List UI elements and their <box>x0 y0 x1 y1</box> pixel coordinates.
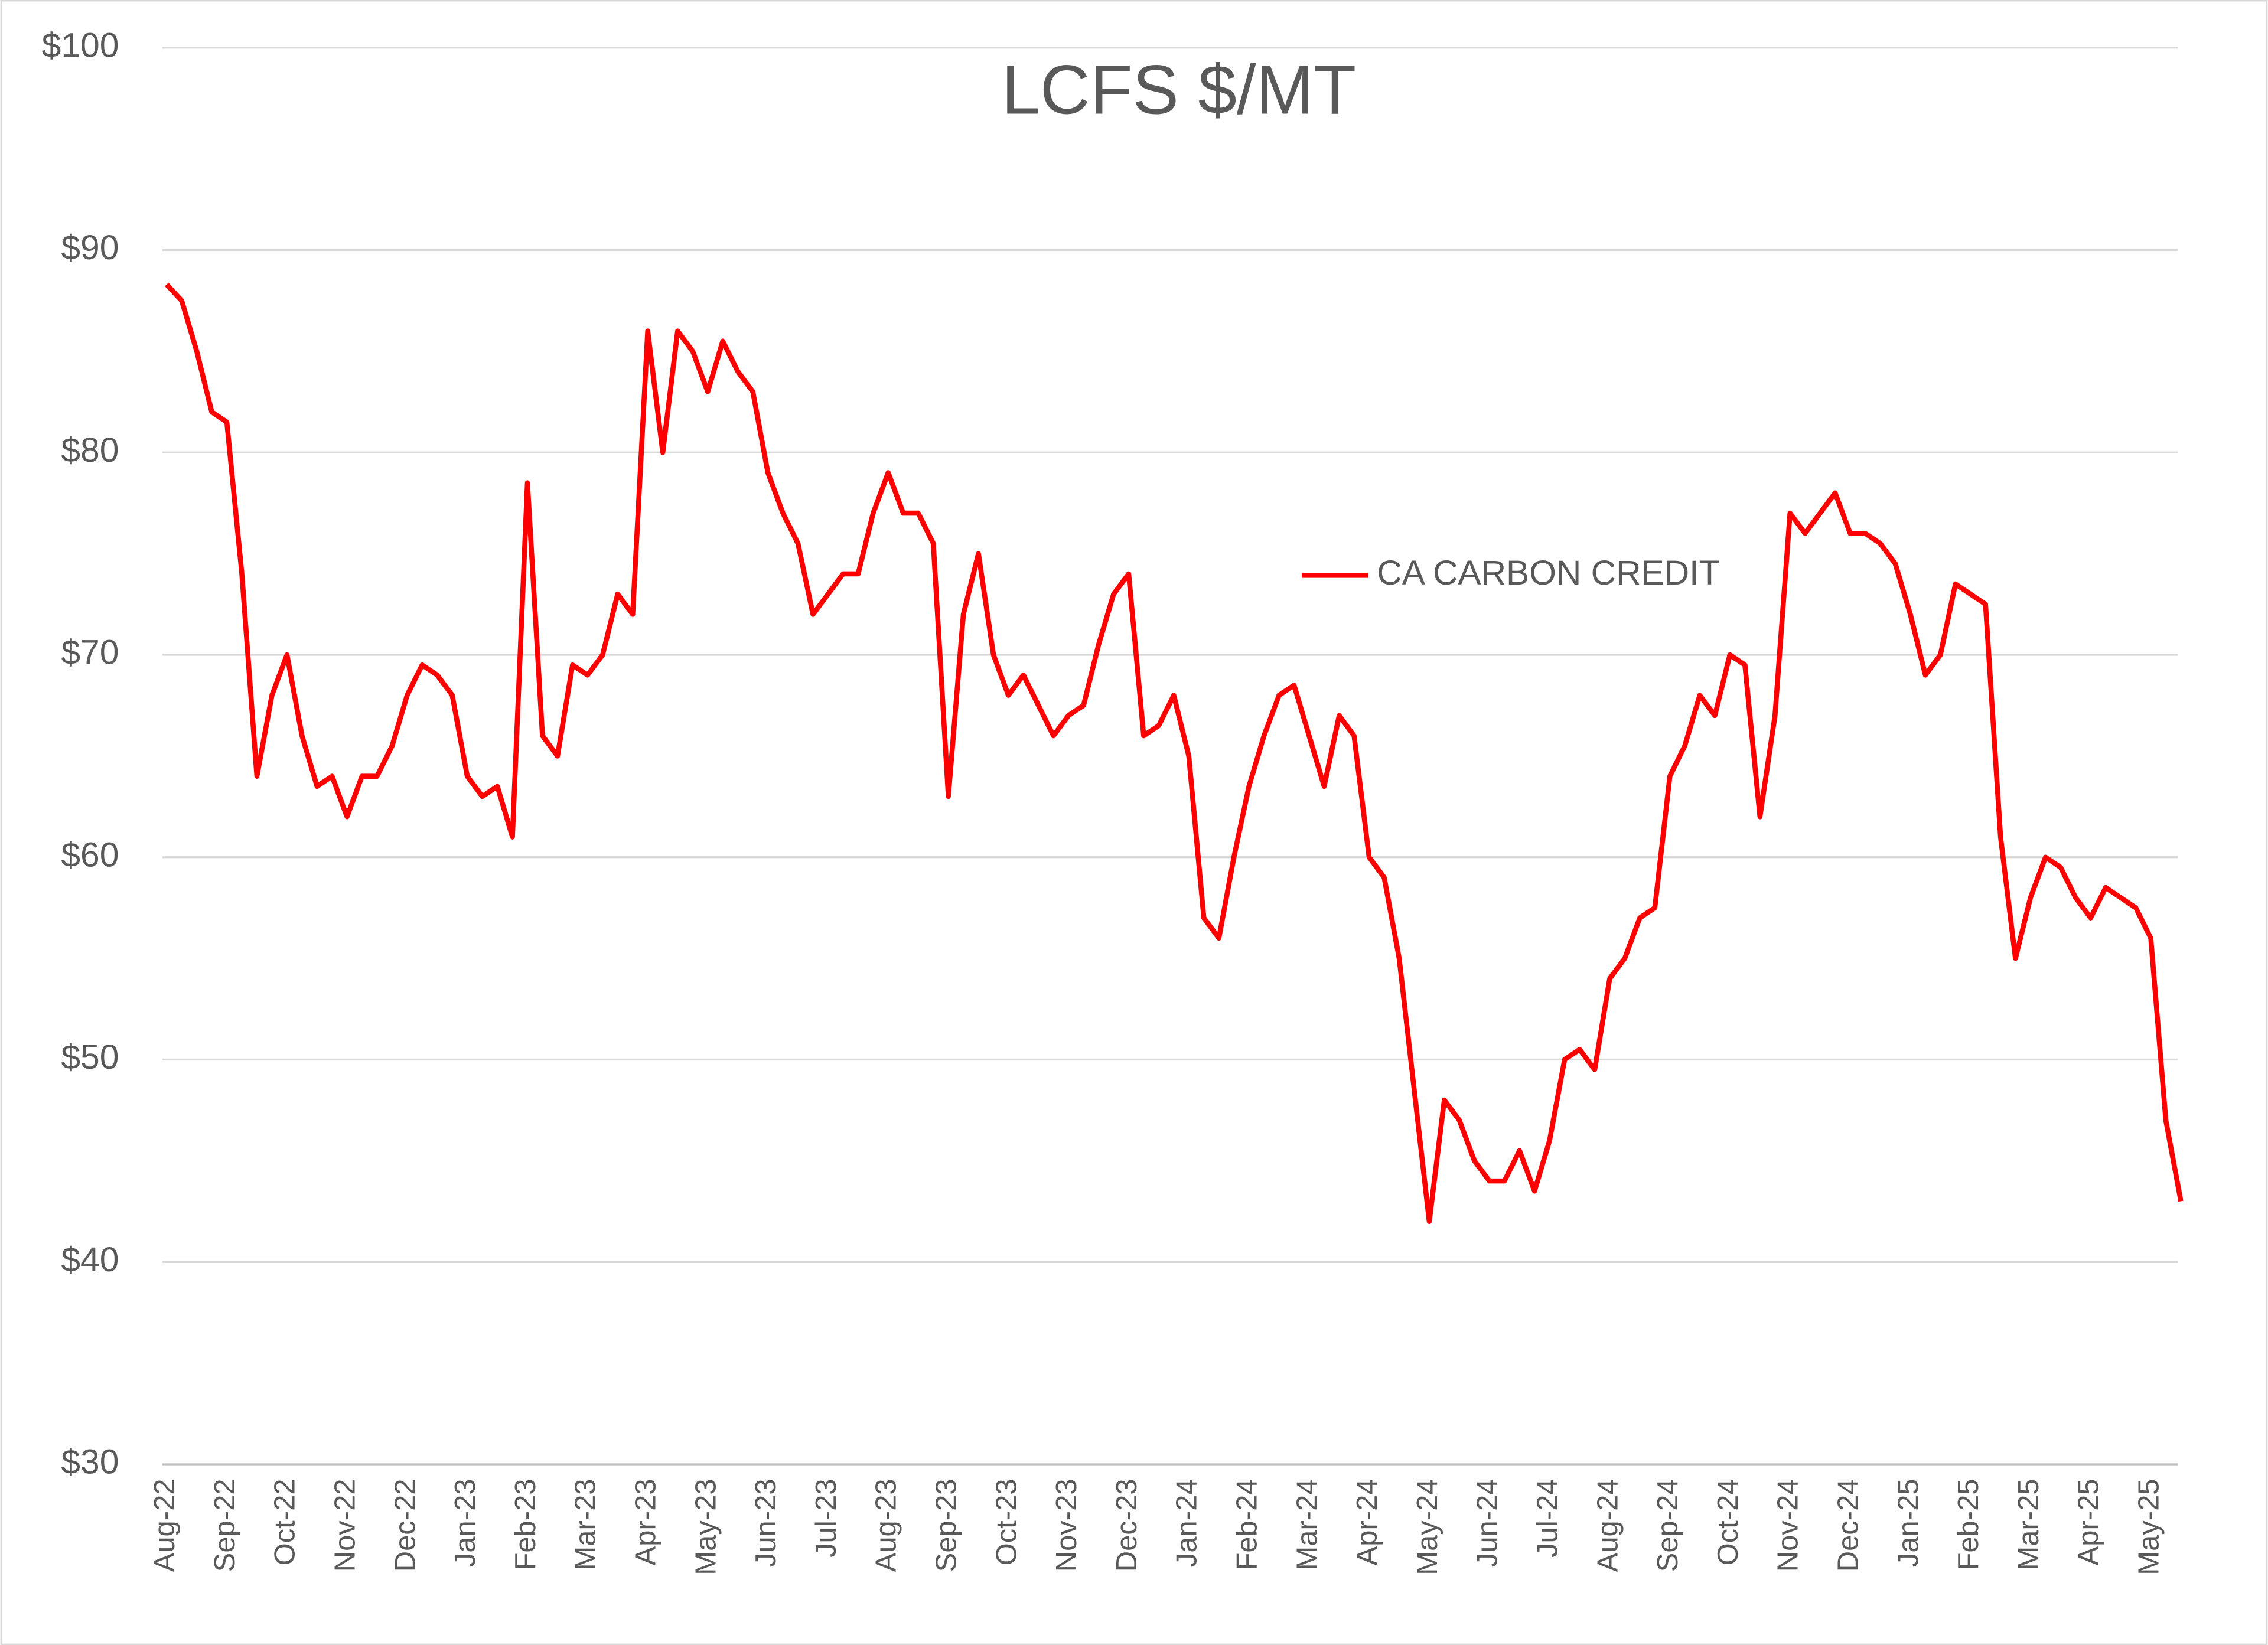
y-tick-label: $80 <box>61 431 119 469</box>
x-tick-label: Apr-23 <box>630 1478 662 1565</box>
x-tick-label: Nov-23 <box>1051 1478 1083 1572</box>
x-tick-label: May-25 <box>2133 1478 2165 1575</box>
x-tick-label: Feb-24 <box>1231 1478 1263 1570</box>
x-tick-label: Dec-22 <box>389 1478 421 1572</box>
x-tick-label: Jul-23 <box>810 1478 842 1557</box>
legend-label: CA CARBON CREDIT <box>1377 554 1720 592</box>
series-line <box>165 282 2184 1224</box>
x-tick-label: Oct-24 <box>1712 1478 1744 1565</box>
x-tick-label: Nov-24 <box>1772 1478 1804 1572</box>
x-tick-label: Feb-25 <box>1953 1478 1984 1570</box>
y-tick-label: $50 <box>61 1038 119 1076</box>
x-tick-label: May-23 <box>690 1478 722 1575</box>
x-tick-label: Oct-23 <box>990 1478 1022 1565</box>
x-tick-label: May-24 <box>1412 1478 1443 1575</box>
y-tick-label: $60 <box>61 835 119 874</box>
x-tick-label: Aug-24 <box>1592 1478 1624 1572</box>
x-tick-label: Dec-24 <box>1833 1478 1865 1572</box>
x-tick-label: Mar-24 <box>1291 1478 1323 1570</box>
x-tick-label: Sep-22 <box>209 1478 241 1572</box>
x-tick-label: Mar-23 <box>570 1478 602 1570</box>
y-tick-label: $90 <box>61 229 119 267</box>
y-tick-label: $70 <box>61 634 119 672</box>
x-tick-label: Jun-24 <box>1472 1478 1504 1567</box>
chart-title: LCFS $/MT <box>1002 51 1357 129</box>
x-tick-label: Jan-25 <box>1892 1478 1924 1567</box>
y-tick-label: $30 <box>61 1442 119 1481</box>
x-tick-label: Apr-25 <box>2073 1478 2105 1565</box>
x-tick-label: Jun-23 <box>750 1478 782 1567</box>
x-tick-label: Oct-22 <box>269 1478 301 1565</box>
x-tick-label: Apr-24 <box>1351 1478 1383 1565</box>
y-tick-label: $100 <box>42 26 119 64</box>
x-tick-label: Dec-23 <box>1111 1478 1143 1572</box>
x-tick-label: Nov-22 <box>330 1478 361 1572</box>
x-tick-label: Mar-25 <box>2013 1478 2045 1570</box>
x-tick-label: Sep-24 <box>1652 1478 1684 1572</box>
x-tick-label: Feb-23 <box>510 1478 542 1570</box>
x-tick-label: Jan-24 <box>1171 1478 1203 1567</box>
x-tick-label: Aug-22 <box>149 1478 181 1572</box>
x-tick-label: Sep-23 <box>931 1478 963 1572</box>
x-tick-label: Aug-23 <box>871 1478 902 1572</box>
x-tick-label: Jan-23 <box>449 1478 481 1567</box>
y-tick-label: $40 <box>61 1241 119 1279</box>
x-tick-label: Jul-24 <box>1532 1478 1564 1557</box>
